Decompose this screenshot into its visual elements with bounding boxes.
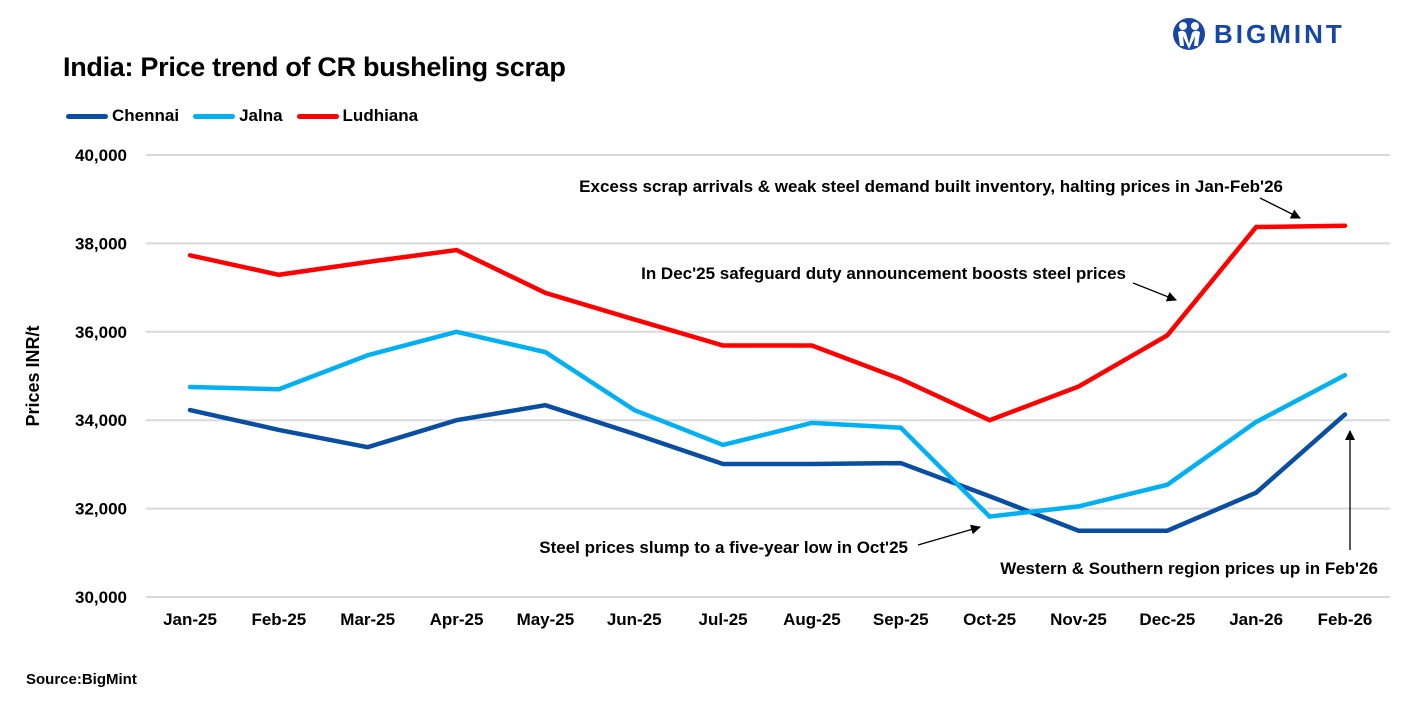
legend-label-ludhiana: Ludhiana bbox=[342, 106, 419, 125]
annotation-text: Western & Southern region prices up in F… bbox=[1000, 559, 1378, 578]
chart-legend: Chennai Jalna Ludhiana bbox=[66, 106, 432, 126]
bigmint-logo: BIGMINT bbox=[1172, 14, 1345, 54]
x-tick-label: Sep-25 bbox=[873, 610, 929, 629]
y-tick-label: 40,000 bbox=[75, 146, 127, 165]
x-tick-label: Jan-26 bbox=[1229, 610, 1283, 629]
x-tick-label: Jun-25 bbox=[607, 610, 662, 629]
x-tick-label: Aug-25 bbox=[783, 610, 841, 629]
y-tick-label: 38,000 bbox=[75, 234, 127, 253]
annotation-text: Steel prices slump to a five-year low in… bbox=[539, 538, 908, 557]
brand-name: BIGMINT bbox=[1214, 18, 1345, 49]
legend-swatch-chennai bbox=[66, 113, 108, 119]
grid-lines bbox=[146, 154, 1390, 598]
annotations: Excess scrap arrivals & weak steel deman… bbox=[539, 177, 1378, 578]
chart-title: India: Price trend of CR busheling scrap bbox=[63, 52, 566, 82]
series-lines bbox=[187, 223, 1348, 533]
y-axis-ticks: 30,000 32,000 34,000 36,000 38,000 40,000 bbox=[75, 146, 127, 607]
annotation-arrow bbox=[1259, 197, 1301, 219]
legend-label-chennai: Chennai bbox=[112, 106, 180, 125]
annotation-arrow bbox=[1132, 282, 1177, 302]
legend-swatch-jalna bbox=[193, 113, 236, 119]
x-tick-label: Feb-25 bbox=[251, 610, 306, 629]
y-tick-label: 36,000 bbox=[75, 323, 127, 342]
x-tick-label: Nov-25 bbox=[1050, 610, 1107, 629]
series-line-jalna bbox=[187, 329, 1348, 519]
source-note: Source:BigMint bbox=[26, 671, 137, 688]
y-tick-label: 32,000 bbox=[75, 500, 127, 519]
x-tick-label: Mar-25 bbox=[340, 610, 395, 629]
series-line-chennai bbox=[187, 402, 1348, 533]
x-tick-label: Feb-26 bbox=[1318, 610, 1373, 629]
series-line-ludhiana bbox=[187, 223, 1348, 423]
legend-swatch-ludhiana bbox=[296, 113, 339, 119]
bigmint-logo-icon bbox=[1173, 18, 1205, 50]
y-tick-label: 30,000 bbox=[75, 588, 127, 607]
x-tick-label: Dec-25 bbox=[1139, 610, 1195, 629]
legend-item-jalna: Jalna bbox=[193, 106, 283, 126]
x-tick-label: Jan-25 bbox=[163, 610, 217, 629]
annotation-arrow bbox=[917, 524, 981, 546]
y-tick-label: 34,000 bbox=[75, 411, 127, 430]
x-axis-ticks: Jan-25 Feb-25 Mar-25 Apr-25 May-25 Jun-25 Jul-… bbox=[163, 610, 1372, 629]
x-tick-label: May-25 bbox=[517, 610, 575, 629]
legend-item-ludhiana: Ludhiana bbox=[296, 106, 419, 126]
x-tick-label: Jul-25 bbox=[699, 610, 748, 629]
x-tick-label: Apr-25 bbox=[430, 610, 484, 629]
legend-item-chennai: Chennai bbox=[66, 106, 179, 126]
x-tick-label: Oct-25 bbox=[963, 610, 1016, 629]
annotation-text: In Dec'25 safeguard duty announcement bo… bbox=[641, 264, 1126, 283]
legend-label-jalna: Jalna bbox=[239, 106, 283, 125]
annotation-text: Excess scrap arrivals & weak steel deman… bbox=[579, 177, 1283, 196]
y-axis-label: Prices INR/t bbox=[23, 325, 43, 426]
